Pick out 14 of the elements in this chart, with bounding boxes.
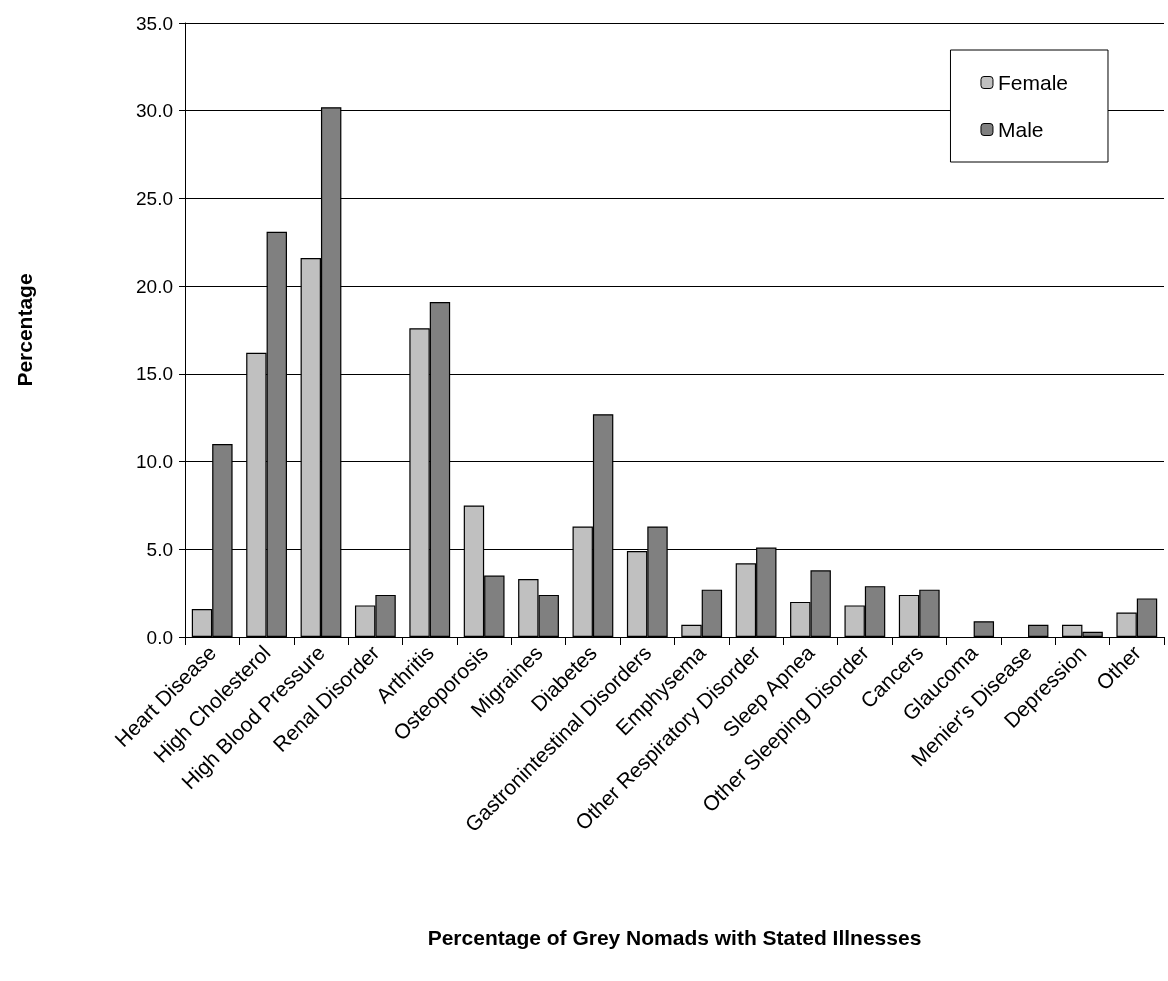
y-tick-label: 15.0 xyxy=(136,363,173,385)
y-axis-title: Percentage xyxy=(13,273,36,387)
y-tick-label: 25.0 xyxy=(136,187,173,209)
bar xyxy=(973,621,995,637)
y-tick-label: 20.0 xyxy=(136,275,173,297)
legend-label: Female xyxy=(997,71,1069,94)
legend-label: Male xyxy=(997,118,1044,141)
x-axis-title: Percentage of Grey Nomads with Stated Illnesses xyxy=(427,926,922,949)
y-tick-label: 5.0 xyxy=(146,538,173,560)
y-tick-label: 35.0 xyxy=(136,12,173,34)
y-tick-label: 10.0 xyxy=(136,451,173,473)
y-tick-label: 0.0 xyxy=(146,626,173,648)
y-tick-label: 30.0 xyxy=(136,100,173,122)
bar xyxy=(1028,624,1049,637)
